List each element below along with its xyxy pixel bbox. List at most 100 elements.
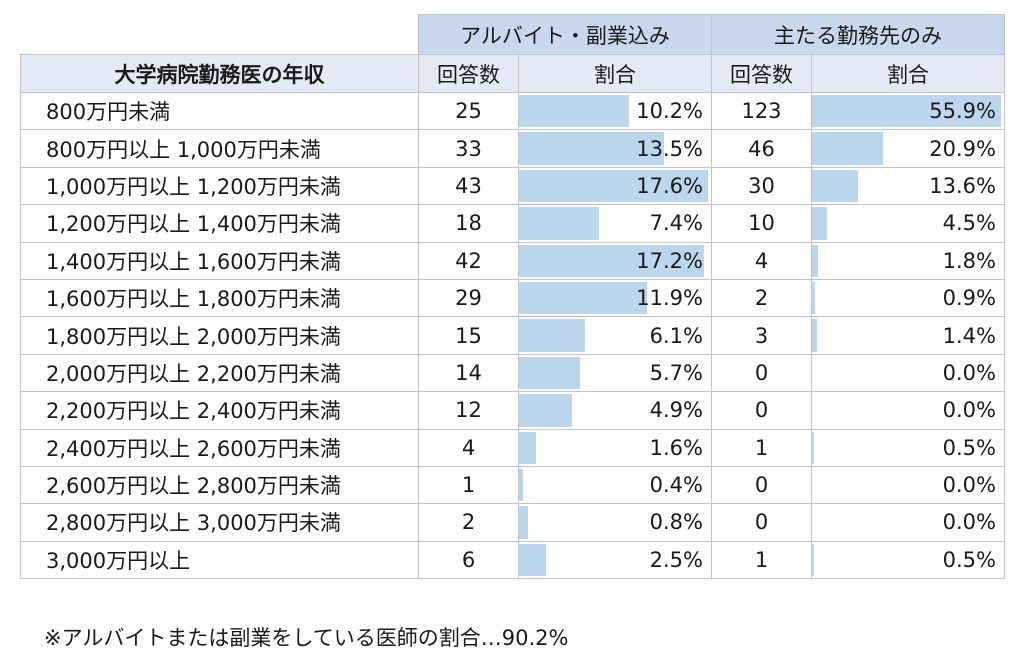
- data-bar: [519, 169, 709, 203]
- pct-value: 0.5%: [942, 435, 996, 460]
- group-header-with-parttime: アルバイト・副業込み: [418, 14, 712, 55]
- income-range-label: 3,000万円以上: [20, 540, 419, 580]
- pct-value: 0.0%: [942, 473, 996, 498]
- table-row: 1,800万円以上 2,000万円未満 15 6.1% 3 1.4%: [20, 316, 1005, 355]
- data-bar: [519, 132, 665, 165]
- pct-main-only: 0.9%: [811, 278, 1005, 318]
- pct-with-parttime: 10.2%: [518, 91, 712, 131]
- pct-with-parttime: 1.6%: [518, 428, 712, 467]
- count-with-parttime: 4: [418, 428, 519, 467]
- pct-with-parttime: 0.8%: [518, 503, 712, 542]
- pct-value: 17.2%: [636, 248, 703, 273]
- data-bar: [812, 132, 883, 165]
- income-range-label: 2,200万円以上 2,400万円未満: [20, 391, 419, 430]
- data-bar: [812, 169, 858, 203]
- count-main-only: 46: [711, 129, 812, 168]
- table-row: 1,600万円以上 1,800万円未満 29 11.9% 2 0.9%: [20, 278, 1005, 318]
- pct-value: 13.5%: [636, 136, 703, 161]
- income-table: アルバイト・副業込み 主たる勤務先のみ 大学病院勤務医の年収 回答数 割合 回答…: [20, 14, 1005, 580]
- header-count-a: 回答数: [418, 54, 519, 93]
- table-row: 2,600万円以上 2,800万円未満 1 0.4% 0 0.0%: [20, 465, 1005, 505]
- count-main-only: 10: [711, 204, 812, 243]
- count-with-parttime: 1: [418, 465, 519, 505]
- data-bar: [519, 95, 629, 128]
- table-row: 3,000万円以上 6 2.5% 1 0.5%: [20, 540, 1005, 580]
- table-row: 2,400万円以上 2,600万円未満 4 1.6% 1 0.5%: [20, 428, 1005, 467]
- data-bar: [519, 468, 524, 502]
- income-range-label: 1,600万円以上 1,800万円未満: [20, 278, 419, 318]
- header-pct-b: 割合: [811, 54, 1005, 93]
- data-bar: [519, 356, 581, 390]
- income-range-label: 1,400万円以上 1,600万円未満: [20, 241, 419, 280]
- data-bar: [812, 543, 814, 577]
- pct-value: 1.8%: [942, 248, 996, 273]
- table-row: 1,200万円以上 1,400万円未満 18 7.4% 10 4.5%: [20, 204, 1005, 243]
- data-bar: [812, 244, 819, 277]
- table-row: 2,200万円以上 2,400万円未満 12 4.9% 0 0.0%: [20, 391, 1005, 430]
- pct-main-only: 55.9%: [811, 91, 1005, 131]
- blank-cell: [20, 14, 419, 55]
- pct-main-only: 0.0%: [811, 353, 1005, 393]
- pct-with-parttime: 11.9%: [518, 278, 712, 318]
- count-main-only: 0: [711, 465, 812, 505]
- count-main-only: 0: [711, 353, 812, 393]
- pct-value: 10.2%: [636, 99, 703, 124]
- data-bar: [519, 543, 546, 577]
- data-bar: [812, 281, 816, 315]
- pct-value: 2.5%: [649, 547, 703, 572]
- count-with-parttime: 14: [418, 353, 519, 393]
- pct-main-only: 1.8%: [811, 241, 1005, 280]
- count-with-parttime: 6: [418, 540, 519, 580]
- header-pct-a: 割合: [518, 54, 712, 93]
- count-with-parttime: 43: [418, 166, 519, 206]
- group-header-main-only: 主たる勤務先のみ: [711, 14, 1005, 55]
- pct-with-parttime: 4.9%: [518, 391, 712, 430]
- pct-value: 6.1%: [649, 323, 703, 348]
- pct-main-only: 0.0%: [811, 465, 1005, 505]
- data-bar: [519, 244, 704, 277]
- income-range-label: 800万円以上 1,000万円未満: [20, 129, 419, 168]
- pct-value: 17.6%: [636, 173, 703, 198]
- pct-value: 5.7%: [649, 360, 703, 385]
- table-row: 800万円以上 1,000万円未満 33 13.5% 46 20.9%: [20, 129, 1005, 168]
- income-range-label: 1,200万円以上 1,400万円未満: [20, 204, 419, 243]
- pct-value: 0.0%: [942, 360, 996, 385]
- pct-main-only: 0.5%: [811, 428, 1005, 467]
- table-row: 2,800万円以上 3,000万円未満 2 0.8% 0 0.0%: [20, 503, 1005, 542]
- count-main-only: 0: [711, 391, 812, 430]
- pct-value: 1.4%: [942, 323, 996, 348]
- pct-value: 0.0%: [942, 398, 996, 423]
- pct-with-parttime: 7.4%: [518, 204, 712, 243]
- row-header-title: 大学病院勤務医の年収: [20, 54, 419, 93]
- count-with-parttime: 33: [418, 129, 519, 168]
- data-bar: [519, 506, 528, 539]
- count-with-parttime: 42: [418, 241, 519, 280]
- count-with-parttime: 29: [418, 278, 519, 318]
- pct-value: 11.9%: [636, 286, 703, 311]
- count-main-only: 0: [711, 503, 812, 542]
- pct-with-parttime: 2.5%: [518, 540, 712, 580]
- income-range-label: 800万円未満: [20, 91, 419, 131]
- pct-value: 0.5%: [942, 547, 996, 572]
- pct-value: 13.6%: [929, 173, 996, 198]
- count-main-only: 30: [711, 166, 812, 206]
- pct-value: 0.4%: [649, 473, 703, 498]
- table-row: 1,400万円以上 1,600万円未満 42 17.2% 4 1.8%: [20, 241, 1005, 280]
- pct-with-parttime: 0.4%: [518, 465, 712, 505]
- count-main-only: 1: [711, 540, 812, 580]
- count-with-parttime: 2: [418, 503, 519, 542]
- income-range-label: 2,800万円以上 3,000万円未満: [20, 503, 419, 542]
- count-main-only: 3: [711, 316, 812, 355]
- income-range-label: 1,000万円以上 1,200万円未満: [20, 166, 419, 206]
- pct-value: 0.8%: [649, 510, 703, 535]
- header-count-b: 回答数: [711, 54, 812, 93]
- count-with-parttime: 18: [418, 204, 519, 243]
- income-range-label: 2,600万円以上 2,800万円未満: [20, 465, 419, 505]
- income-range-label: 2,000万円以上 2,200万円未満: [20, 353, 419, 393]
- income-range-label: 1,800万円以上 2,000万円未満: [20, 316, 419, 355]
- data-bar: [519, 394, 572, 427]
- count-main-only: 123: [711, 91, 812, 131]
- pct-value: 7.4%: [649, 211, 703, 236]
- pct-main-only: 1.4%: [811, 316, 1005, 355]
- pct-value: 0.9%: [942, 286, 996, 311]
